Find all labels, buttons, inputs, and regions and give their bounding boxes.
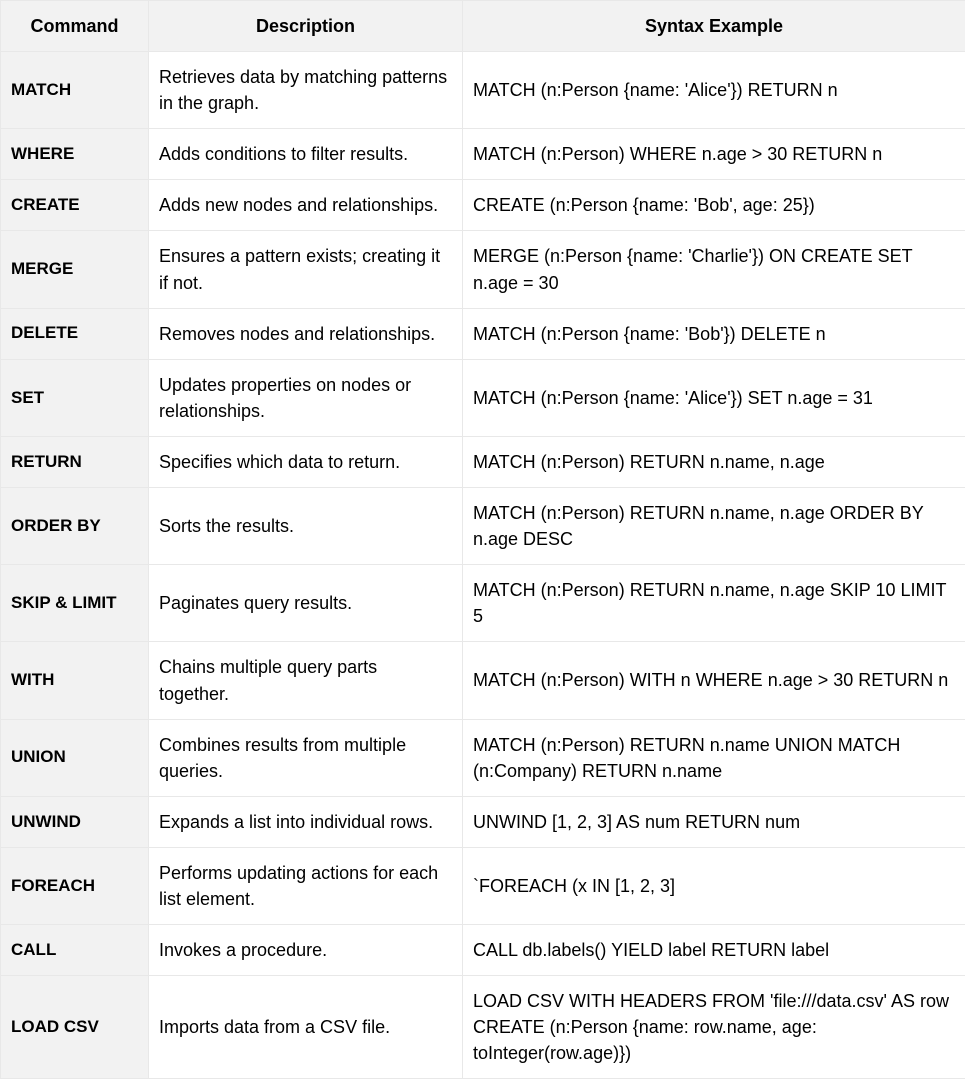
command-cell: RETURN: [1, 436, 149, 487]
description-cell: Performs updating actions for each list …: [149, 847, 463, 924]
table-row: RETURN Specifies which data to return. M…: [1, 436, 965, 487]
table-row: CREATE Adds new nodes and relationships.…: [1, 180, 965, 231]
col-header-command: Command: [1, 1, 149, 52]
syntax-cell: `FOREACH (x IN [1, 2, 3]: [463, 847, 965, 924]
command-cell: LOAD CSV: [1, 976, 149, 1079]
command-cell: DELETE: [1, 308, 149, 359]
command-cell: CALL: [1, 925, 149, 976]
command-cell: CREATE: [1, 180, 149, 231]
syntax-cell: CREATE (n:Person {name: 'Bob', age: 25}): [463, 180, 965, 231]
command-cell: MATCH: [1, 52, 149, 129]
description-cell: Combines results from multiple queries.: [149, 719, 463, 796]
table-row: LOAD CSV Imports data from a CSV file. L…: [1, 976, 965, 1079]
command-cell: FOREACH: [1, 847, 149, 924]
description-cell: Removes nodes and relationships.: [149, 308, 463, 359]
table-header-row: Command Description Syntax Example: [1, 1, 965, 52]
command-cell: MERGE: [1, 231, 149, 308]
table-row: ORDER BY Sorts the results. MATCH (n:Per…: [1, 488, 965, 565]
command-cell: WITH: [1, 642, 149, 719]
table-row: DELETE Removes nodes and relationships. …: [1, 308, 965, 359]
command-cell: SKIP & LIMIT: [1, 565, 149, 642]
syntax-cell: MERGE (n:Person {name: 'Charlie'}) ON CR…: [463, 231, 965, 308]
table-row: MERGE Ensures a pattern exists; creating…: [1, 231, 965, 308]
table-row: MATCH Retrieves data by matching pattern…: [1, 52, 965, 129]
syntax-cell: MATCH (n:Person) RETURN n.name, n.age OR…: [463, 488, 965, 565]
command-cell: WHERE: [1, 129, 149, 180]
table-row: UNION Combines results from multiple que…: [1, 719, 965, 796]
table-row: WITH Chains multiple query parts togethe…: [1, 642, 965, 719]
command-cell: UNION: [1, 719, 149, 796]
command-cell: ORDER BY: [1, 488, 149, 565]
table-header: Command Description Syntax Example: [1, 1, 965, 52]
description-cell: Ensures a pattern exists; creating it if…: [149, 231, 463, 308]
syntax-cell: MATCH (n:Person {name: 'Alice'}) SET n.a…: [463, 359, 965, 436]
description-cell: Imports data from a CSV file.: [149, 976, 463, 1079]
syntax-cell: LOAD CSV WITH HEADERS FROM 'file:///data…: [463, 976, 965, 1079]
description-cell: Adds new nodes and relationships.: [149, 180, 463, 231]
command-cell: SET: [1, 359, 149, 436]
syntax-cell: MATCH (n:Person) RETURN n.name, n.age SK…: [463, 565, 965, 642]
syntax-cell: MATCH (n:Person) RETURN n.name, n.age: [463, 436, 965, 487]
table-row: WHERE Adds conditions to filter results.…: [1, 129, 965, 180]
description-cell: Expands a list into individual rows.: [149, 796, 463, 847]
table-body: MATCH Retrieves data by matching pattern…: [1, 52, 965, 1079]
syntax-cell: UNWIND [1, 2, 3] AS num RETURN num: [463, 796, 965, 847]
col-header-description: Description: [149, 1, 463, 52]
table-row: SKIP & LIMIT Paginates query results. MA…: [1, 565, 965, 642]
table-row: FOREACH Performs updating actions for ea…: [1, 847, 965, 924]
description-cell: Chains multiple query parts together.: [149, 642, 463, 719]
syntax-cell: MATCH (n:Person) WITH n WHERE n.age > 30…: [463, 642, 965, 719]
description-cell: Sorts the results.: [149, 488, 463, 565]
description-cell: Updates properties on nodes or relations…: [149, 359, 463, 436]
commands-table: Command Description Syntax Example MATCH…: [0, 0, 965, 1079]
syntax-cell: MATCH (n:Person) RETURN n.name UNION MAT…: [463, 719, 965, 796]
syntax-cell: MATCH (n:Person) WHERE n.age > 30 RETURN…: [463, 129, 965, 180]
description-cell: Adds conditions to filter results.: [149, 129, 463, 180]
description-cell: Invokes a procedure.: [149, 925, 463, 976]
description-cell: Retrieves data by matching patterns in t…: [149, 52, 463, 129]
command-cell: UNWIND: [1, 796, 149, 847]
syntax-cell: CALL db.labels() YIELD label RETURN labe…: [463, 925, 965, 976]
table-row: CALL Invokes a procedure. CALL db.labels…: [1, 925, 965, 976]
table-row: SET Updates properties on nodes or relat…: [1, 359, 965, 436]
syntax-cell: MATCH (n:Person {name: 'Alice'}) RETURN …: [463, 52, 965, 129]
table-row: UNWIND Expands a list into individual ro…: [1, 796, 965, 847]
description-cell: Specifies which data to return.: [149, 436, 463, 487]
syntax-cell: MATCH (n:Person {name: 'Bob'}) DELETE n: [463, 308, 965, 359]
description-cell: Paginates query results.: [149, 565, 463, 642]
col-header-syntax: Syntax Example: [463, 1, 965, 52]
